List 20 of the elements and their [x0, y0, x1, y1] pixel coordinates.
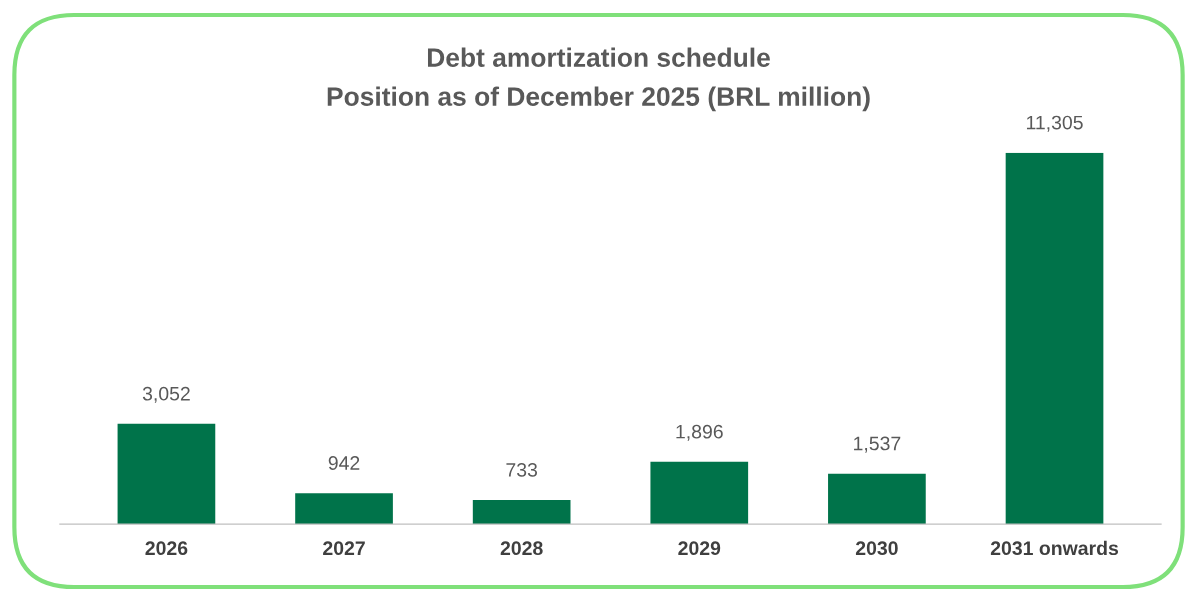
data-label: 1,896	[676, 424, 723, 441]
bar	[828, 473, 926, 525]
x-tick-label: 2027	[323, 541, 365, 556]
data-label: 733	[506, 462, 538, 477]
x-tick-label: 2026	[145, 541, 188, 556]
bar	[117, 423, 216, 525]
bar	[472, 500, 571, 525]
data-label: 1,537	[854, 436, 901, 453]
x-tick-label: 2028	[500, 541, 543, 556]
x-tick-label: 2031 onwards	[990, 540, 1119, 556]
data-label: 11,305	[1026, 115, 1083, 132]
bar	[1005, 152, 1104, 525]
bar	[295, 493, 393, 525]
data-label: 942	[328, 456, 360, 470]
bar	[650, 461, 749, 525]
x-tick-label: 2029	[678, 541, 721, 556]
chart-subtitle: Position as of December 2025 (BRL million)	[327, 86, 870, 112]
chart-title: Debt amortization schedule	[427, 47, 770, 67]
x-tick-label: 2030	[855, 541, 898, 556]
data-label: 3,052	[142, 386, 190, 403]
